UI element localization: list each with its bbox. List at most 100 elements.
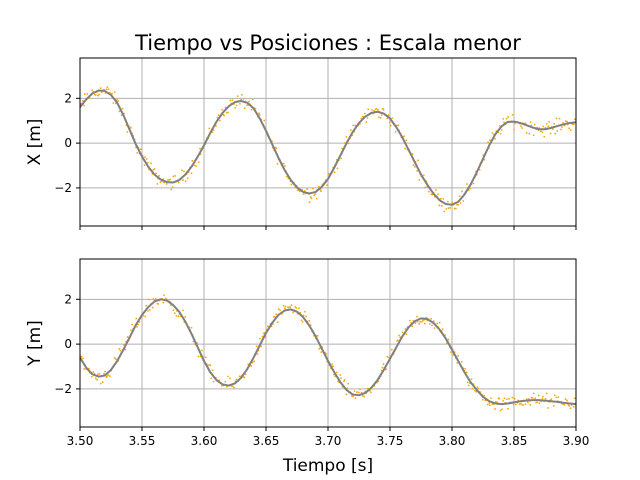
sample-point [184, 180, 187, 183]
x-tick-label: 3.85 [501, 434, 528, 448]
sample-point [456, 203, 458, 206]
sample-point [229, 377, 231, 380]
sample-point [432, 320, 435, 323]
sample-point [130, 329, 132, 332]
sample-point [564, 398, 567, 401]
sample-point [541, 397, 544, 400]
sample-point [347, 142, 350, 145]
sample-point [118, 348, 121, 350]
sample-point [242, 97, 245, 100]
sample-point [545, 392, 548, 395]
sample-point [405, 139, 408, 142]
sample-point [313, 194, 316, 197]
sample-point [354, 397, 357, 400]
y-tick-label: −2 [54, 382, 72, 396]
sample-point [541, 131, 544, 134]
sample-point [481, 398, 484, 401]
sample-point [195, 165, 197, 167]
sample-point [397, 124, 400, 127]
sample-point [129, 126, 132, 129]
sample-point [309, 196, 312, 198]
sample-point [302, 314, 305, 317]
sample-point [277, 308, 280, 311]
sample-point [454, 207, 457, 210]
sample-point [424, 186, 427, 189]
sample-point [529, 121, 532, 124]
sample-point [136, 326, 138, 328]
sample-point [487, 141, 489, 143]
sample-point [421, 320, 423, 323]
sample-point [572, 405, 575, 408]
sample-point [521, 127, 524, 129]
sample-point [544, 397, 547, 400]
sample-point [340, 377, 342, 379]
sample-point [472, 182, 475, 185]
sample-point [436, 322, 439, 325]
sample-point [111, 92, 114, 95]
sample-point [538, 402, 541, 405]
sample-point [317, 185, 320, 188]
sample-point [572, 123, 575, 126]
sample-point [260, 345, 263, 348]
sample-point [403, 135, 405, 138]
sample-point [556, 130, 559, 132]
x-tick-label: 3.80 [439, 434, 466, 448]
sample-point [197, 355, 200, 358]
sample-point [177, 181, 180, 184]
sample-point [398, 334, 400, 337]
sample-point [263, 119, 266, 122]
sample-point [379, 116, 382, 119]
sample-point [495, 400, 497, 403]
sample-point [211, 369, 214, 372]
sample-point [447, 338, 450, 341]
sample-point [80, 355, 83, 358]
sample-point [118, 110, 121, 113]
sample-point [186, 177, 189, 180]
sample-point [456, 362, 459, 364]
y-tick-label: −2 [54, 181, 72, 195]
sample-point [465, 371, 468, 374]
sample-point [442, 198, 445, 200]
sample-point [381, 366, 384, 369]
sample-point [462, 200, 465, 202]
sample-point [502, 400, 505, 402]
sample-point [382, 363, 385, 366]
sample-point [458, 195, 461, 198]
sample-point [233, 386, 236, 389]
sample-point [551, 128, 554, 131]
sample-point [284, 165, 286, 167]
sample-point [385, 368, 388, 371]
sample-point [158, 174, 161, 177]
sample-point [554, 132, 557, 135]
sample-point [450, 351, 452, 354]
sample-point [339, 374, 342, 376]
sample-point [416, 170, 419, 172]
sample-point [513, 397, 516, 400]
sample-point [560, 126, 563, 128]
sample-point [333, 171, 336, 174]
sample-point [106, 86, 109, 89]
x-tick-label: 3.75 [377, 434, 404, 448]
sample-point [513, 128, 515, 131]
sample-point [558, 117, 561, 120]
sample-point [476, 386, 479, 389]
sample-point [300, 319, 303, 322]
sample-point [282, 162, 285, 165]
sample-point [320, 190, 322, 193]
sample-point [98, 372, 101, 375]
sample-point [201, 349, 203, 352]
sample-point [532, 392, 535, 395]
sample-point [343, 142, 346, 144]
sample-point [471, 387, 474, 390]
sample-point [359, 388, 361, 391]
sample-point [224, 380, 227, 383]
sample-point [244, 373, 247, 376]
sample-point [364, 112, 366, 115]
sample-point [126, 336, 129, 338]
sample-point [451, 201, 454, 204]
sample-point [500, 129, 503, 131]
sample-point [326, 184, 328, 187]
sample-point [163, 294, 166, 296]
sample-point [81, 99, 84, 102]
